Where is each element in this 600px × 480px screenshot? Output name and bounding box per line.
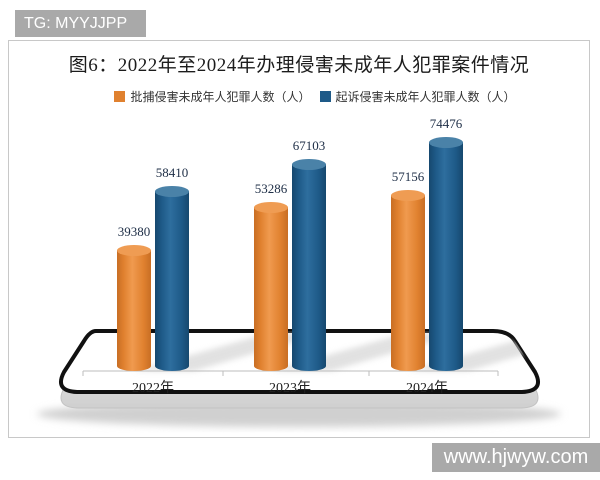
legend-swatch-blue-icon [319,91,331,102]
bar-top-ellipse [292,159,326,170]
bar-top-ellipse [254,202,288,213]
value-label: 67103 [292,138,326,153]
bar-top-ellipse [117,245,151,256]
category-label: 2024年 [406,381,448,396]
bar-body [429,142,463,371]
bar-cylinder-arrest-2022年 [117,245,151,371]
bar-body [155,191,189,371]
bar-top-ellipse [429,137,463,148]
value-label: 57156 [391,169,425,184]
bar-cylinder-arrest-2023年 [254,202,288,371]
legend-swatch-orange-icon [114,91,126,102]
category-label: 2023年 [269,381,311,396]
value-label: 74476 [429,116,463,131]
watermark-site-badge: www.hjwyw.com [432,443,600,472]
legend-item-arrest: 批捕侵害未成年人犯罪人数（人） [114,88,311,105]
legend-label-arrest: 批捕侵害未成年人犯罪人数（人） [130,90,311,104]
watermark-tg-badge: TG: MYYJJPP [15,10,146,37]
bar-top-ellipse [155,186,189,197]
value-label: 58410 [155,165,189,180]
bar-body [117,250,151,371]
chart-panel: 图6：2022年至2024年办理侵害未成年人犯罪案件情况 批捕侵害未成年人犯罪人… [8,40,590,438]
value-label: 53286 [254,181,288,196]
legend-label-prosecute: 起诉侵害未成年人犯罪人数（人） [335,90,516,104]
x-axis [82,370,499,376]
bar-cylinder-prosecute-2023年 [292,159,326,371]
chart-legend: 批捕侵害未成年人犯罪人数（人） 起诉侵害未成年人犯罪人数（人） [25,88,600,105]
bar-cylinder-prosecute-2022年 [155,186,189,371]
bar-body [391,195,425,371]
bar-top-ellipse [391,190,425,201]
bar-cylinder-arrest-2024年 [391,190,425,371]
legend-item-prosecute: 起诉侵害未成年人犯罪人数（人） [319,88,516,105]
value-label: 39380 [117,224,151,239]
chart-title: 图6：2022年至2024年办理侵害未成年人犯罪案件情况 [68,55,530,76]
watermark-tg-text: TG: MYYJJPP [24,14,128,32]
category-label: 2022年 [132,381,174,396]
plot-area: 39380 58410 2022年 53286 67103 2023年 57156 74476… [9,41,591,438]
bar-body [254,207,288,371]
watermark-site-text: www.hjwyw.com [443,446,589,468]
bar-cylinder-prosecute-2024年 [429,137,463,371]
bar-body [292,164,326,371]
